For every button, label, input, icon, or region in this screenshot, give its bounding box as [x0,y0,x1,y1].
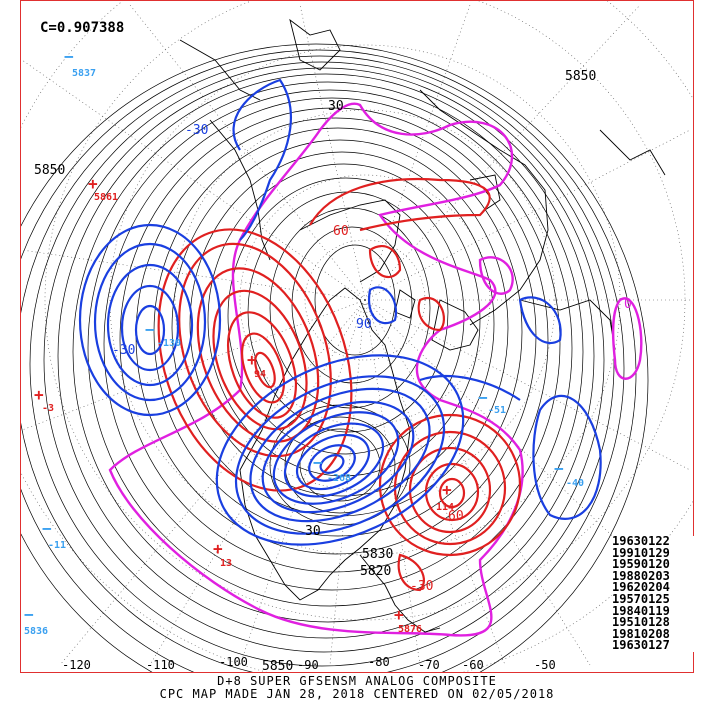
high-center-marker: + [88,174,98,193]
height-label: 5820 [360,564,391,579]
low-center-marker: − [554,459,564,478]
height-contours [21,43,649,672]
longitude-label: -120 [62,658,91,672]
height-label: 5850 [34,163,65,178]
anomaly-label: 30 [305,524,321,539]
analog-date: 19590120 [612,557,670,572]
analog-date: 19620204 [612,580,670,595]
anomaly-label: 0 [624,297,632,312]
longitude-label: -50 [534,658,556,672]
low-center-value: -268 [327,473,351,484]
anomaly-label: -30 [410,579,433,594]
anomaly-correlation-label: C=0.907388 [40,20,125,36]
analog-date: 19630127 [612,638,670,653]
analog-date: 19840119 [612,603,670,618]
longitude-labels: -120 -110 -100 -90 -80 -70 -60 -50 [62,655,556,672]
longitude-label: -110 [146,658,175,672]
high-center-marker: + [34,385,44,404]
low-center-marker: − [64,47,74,66]
high-center-value: 5861 [94,192,118,203]
latitude-circles [21,1,693,672]
anomaly-label: 30 [328,99,344,114]
anomaly-label: -30 [185,123,208,138]
map-caption-title: D+8 SUPER GFSENSM ANALOG COMPOSITE [217,674,497,688]
anomaly-label: 60 [448,509,464,524]
longitude-label: -90 [297,658,319,672]
analog-date: 19810208 [612,626,670,641]
height-label: 5850 [565,69,596,84]
low-center-value: -51 [488,405,506,416]
analog-date: 19880203 [612,568,670,583]
high-center-value: 94 [254,369,266,380]
high-center-value: 114 [436,502,454,513]
low-center-marker: − [42,519,52,538]
anomaly-label: 90 [356,317,372,332]
low-center-marker: − [24,605,34,624]
analog-date: 19570125 [612,591,670,606]
low-center-value: 5837 [72,68,96,79]
analog-date: 19510128 [612,615,670,630]
longitude-label: -80 [368,655,390,669]
low-center-marker: − [478,388,488,407]
high-center-marker: + [394,605,404,624]
anomaly-label: 60 [333,224,349,239]
high-center-marker: + [247,350,257,369]
contour-labels: 5850 5850 5830 5820 5850 -30 30 60 90 -3… [34,69,632,674]
high-center-value: 5876 [398,624,422,635]
map-caption-subtitle: CPC MAP MADE JAN 28, 2018 CENTERED ON 02… [159,687,555,701]
low-center-value: -11 [48,540,66,551]
map-frame [20,0,694,673]
height-label: 5850 [262,659,293,674]
negative-anomaly-contours [78,78,602,546]
low-center-value: 5836 [24,626,48,637]
height-label: 5830 [362,547,393,562]
longitude-label: -100 [219,655,248,669]
high-center-value: 13 [220,558,232,569]
low-center-value: -40 [566,478,584,489]
high-center-marker: + [213,539,223,558]
high-center-value: -3 [42,403,54,414]
low-center-marker: − [145,320,155,339]
low-center-marker: − [313,453,323,472]
anomaly-label: -30 [112,343,135,358]
zero-anomaly-contours [108,102,643,637]
pressure-centers: + 114 + 94 − -268 − -40 − -130 − -51 + 1… [24,47,584,637]
coastlines [179,18,666,633]
analog-date: 19910129 [612,545,670,560]
analog-dates-list: 19630122 19910129 19590120 19880203 1962… [612,534,694,653]
meridian-lines [21,4,691,666]
analog-date: 19630122 [612,534,670,548]
longitude-label: -60 [462,658,484,672]
high-center-marker: + [442,480,452,499]
low-center-value: -130 [157,338,181,349]
longitude-label: -70 [418,658,440,672]
